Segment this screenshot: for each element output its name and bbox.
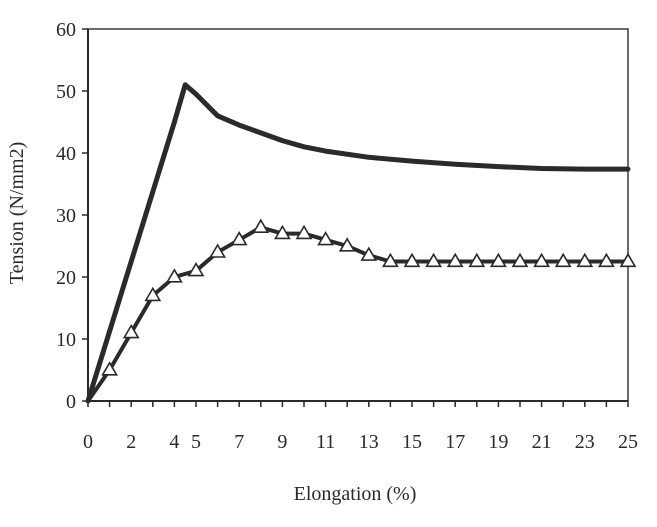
triangle-marker xyxy=(338,237,356,252)
x-axis-ticks: 0 2 4 5 7 9 11 13 15 17 19 21 23 25 xyxy=(83,401,638,453)
triangle-marker xyxy=(382,252,399,268)
y-axis-title: Tension (N/mm2) xyxy=(6,142,28,284)
triangle-marker xyxy=(403,252,421,268)
y-tick-label: 50 xyxy=(56,81,76,103)
x-tick-label: 23 xyxy=(575,431,595,453)
y-tick-label: 0 xyxy=(66,391,76,413)
x-tick-label: 2 xyxy=(126,431,136,453)
triangle-marker xyxy=(468,252,486,268)
x-tick-label: 11 xyxy=(316,431,335,453)
x-tick-label: 5 xyxy=(191,431,201,453)
x-tick-label: 25 xyxy=(618,431,638,453)
triangle-marker xyxy=(317,231,334,246)
x-tick-label: 0 xyxy=(83,431,93,453)
x-tick-label: 21 xyxy=(532,431,552,453)
triangle-marker xyxy=(122,324,140,339)
x-tick-label: 19 xyxy=(488,431,508,453)
triangle-marker xyxy=(360,246,378,261)
series-layer xyxy=(85,82,637,404)
triangle-marker xyxy=(101,361,118,376)
triangle-marker xyxy=(554,252,572,268)
x-tick-label: 9 xyxy=(277,431,287,453)
triangle-marker xyxy=(446,252,464,268)
y-tick-label: 60 xyxy=(56,19,76,41)
triangle-marker xyxy=(576,252,594,268)
triangle-marker xyxy=(511,252,529,268)
y-tick-label: 20 xyxy=(56,267,76,289)
x-axis-title: Elongation (%) xyxy=(294,483,417,505)
x-tick-label: 17 xyxy=(445,431,465,453)
x-tick-label: 15 xyxy=(402,431,422,453)
x-tick-label: 4 xyxy=(169,431,179,453)
triangle-marker xyxy=(187,262,205,277)
y-tick-label: 40 xyxy=(56,143,76,165)
triangle-marker xyxy=(425,252,442,268)
triangle-marker xyxy=(619,252,637,268)
triangle-marker xyxy=(295,224,313,240)
series-line-1 xyxy=(85,82,631,404)
y-tick-label: 10 xyxy=(56,329,76,351)
triangle-marker xyxy=(166,268,183,283)
x-tick-label: 7 xyxy=(234,431,244,453)
triangle-marker xyxy=(144,286,162,302)
triangle-marker xyxy=(252,218,270,233)
triangle-marker xyxy=(230,231,248,246)
y-tick-label: 30 xyxy=(56,205,76,227)
triangle-marker xyxy=(533,252,550,268)
triangle-marker xyxy=(274,224,291,240)
triangle-marker xyxy=(490,252,507,268)
y-axis-ticks: 0 10 20 30 40 50 60 xyxy=(56,19,88,413)
triangle-marker xyxy=(209,243,226,258)
x-tick-label: 13 xyxy=(359,431,379,453)
triangle-marker xyxy=(598,252,615,268)
